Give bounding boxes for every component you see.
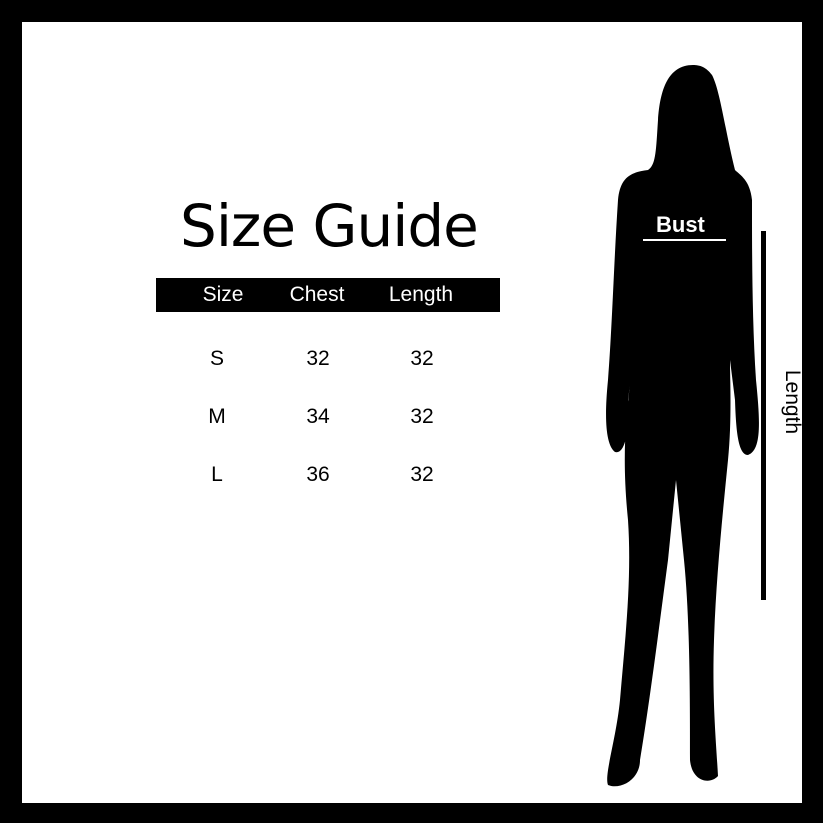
cell-chest: 32: [306, 347, 330, 370]
bust-line: [643, 239, 726, 241]
cell-length: 32: [410, 347, 434, 370]
cell-size: S: [209, 347, 224, 370]
header-chest: Chest: [289, 283, 345, 306]
cell-size: L: [211, 463, 223, 486]
length-line: [761, 231, 766, 600]
table-header: Size Chest Length: [156, 278, 500, 312]
bust-label: Bust: [656, 212, 705, 237]
page-title: Size Guide: [180, 192, 479, 260]
cell-chest: 34: [306, 405, 330, 428]
cell-length: 32: [410, 405, 434, 428]
header-size: Size: [202, 283, 244, 306]
header-length: Length: [388, 283, 454, 306]
cell-size: M: [208, 405, 226, 428]
length-label: Length: [781, 369, 804, 435]
cell-length: 32: [410, 463, 434, 486]
woman-silhouette: [606, 65, 759, 787]
cell-chest: 36: [306, 463, 330, 486]
